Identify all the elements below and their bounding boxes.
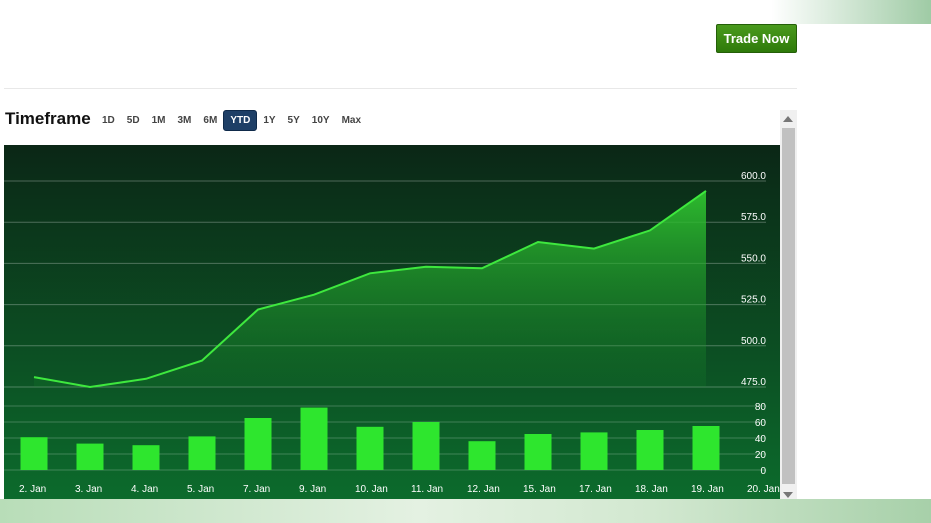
scroll-up-arrow-icon[interactable] <box>783 116 793 122</box>
x-tick-label: 17. Jan <box>579 484 612 495</box>
x-tick-label: 18. Jan <box>635 484 668 495</box>
y-axis-labels: 475.0 500.0 525.0 550.0 575.0 600.0 0 20 40 60 80 <box>741 171 766 477</box>
timeframe-option-1y[interactable]: 1Y <box>263 115 276 126</box>
timeframe-option-10y[interactable]: 10Y <box>311 115 330 126</box>
volume-bar <box>692 426 720 470</box>
volume-bar <box>300 407 328 470</box>
volume-bar <box>244 418 272 470</box>
x-tick-label: 19. Jan <box>691 484 724 495</box>
x-tick-label: 5. Jan <box>187 484 214 495</box>
scroll-down-arrow-icon[interactable] <box>783 492 793 498</box>
x-tick-label: 20. Jan <box>747 484 780 495</box>
timeframe-option-3m[interactable]: 3M <box>177 115 192 126</box>
volume-tick-label: 20 <box>755 450 767 461</box>
x-tick-label: 11. Jan <box>411 484 443 495</box>
volume-bar <box>412 422 440 470</box>
volume-bar <box>76 443 104 470</box>
x-tick-label: 2. Jan <box>19 484 46 495</box>
x-tick-label: 10. Jan <box>355 484 388 495</box>
timeframe-option-6m[interactable]: 6M <box>203 115 218 126</box>
volume-bars <box>20 407 720 470</box>
volume-tick-label: 80 <box>755 402 767 413</box>
price-tick-label: 600.0 <box>741 171 766 182</box>
scrollbar-thumb[interactable] <box>782 128 795 484</box>
timeframe-option-5d[interactable]: 5D <box>126 115 140 126</box>
timeframe-title: Timeframe <box>5 109 91 128</box>
chart-svg: 475.0500.0525.0550.0575.0600.0020406080 … <box>4 145 780 499</box>
x-tick-label: 7. Jan <box>243 484 270 495</box>
volume-bar <box>356 426 384 470</box>
price-line-layer <box>33 190 707 389</box>
volume-bar <box>580 432 608 470</box>
price-tick-label: 550.0 <box>741 253 766 264</box>
vertical-scrollbar[interactable] <box>780 110 797 500</box>
volume-bar <box>524 434 552 470</box>
x-tick-label: 9. Jan <box>299 484 326 495</box>
timeframe-option-1m[interactable]: 1M <box>151 115 166 126</box>
timeframe-selector: 1D 5D 1M 3M 6M YTD 1Y 5Y 10Y Max <box>96 110 367 131</box>
top-right-decoration <box>771 0 931 24</box>
volume-bar <box>636 430 664 470</box>
volume-bar <box>20 437 48 470</box>
timeframe-option-max[interactable]: Max <box>341 115 362 126</box>
price-tick-label: 525.0 <box>741 295 766 306</box>
volume-bar <box>188 436 216 470</box>
price-chart: 475.0 500.0 525.0 550.0 575.0 600.0 0 20 40 60 80 … <box>4 145 780 499</box>
x-tick-label: 4. Jan <box>131 484 158 495</box>
volume-tick-label: 40 <box>755 434 767 445</box>
timeframe-option-5y[interactable]: 5Y <box>287 115 300 126</box>
price-tick-label: 500.0 <box>741 336 766 347</box>
volume-bar <box>468 441 496 470</box>
header-divider <box>4 88 797 89</box>
price-tick-label: 575.0 <box>741 212 766 223</box>
price-line <box>33 190 707 389</box>
price-area-fill <box>34 190 706 387</box>
x-tick-label: 3. Jan <box>75 484 102 495</box>
x-tick-label: 12. Jan <box>467 484 500 495</box>
trade-now-button[interactable]: Trade Now <box>716 24 797 53</box>
price-tick-label: 475.0 <box>741 377 766 388</box>
x-tick-label: 15. Jan <box>523 484 556 495</box>
bottom-decoration <box>0 499 931 523</box>
timeframe-option-1d[interactable]: 1D <box>102 115 115 126</box>
volume-bar <box>132 445 160 470</box>
price-area <box>34 190 706 387</box>
timeframe-option-ytd[interactable]: YTD <box>223 110 258 131</box>
volume-tick-label: 0 <box>760 466 766 477</box>
volume-tick-label: 60 <box>755 418 767 429</box>
x-axis-labels: 2. Jan 3. Jan 4. Jan 5. Jan 7. Jan 9. Jan 10. … <box>19 484 780 495</box>
